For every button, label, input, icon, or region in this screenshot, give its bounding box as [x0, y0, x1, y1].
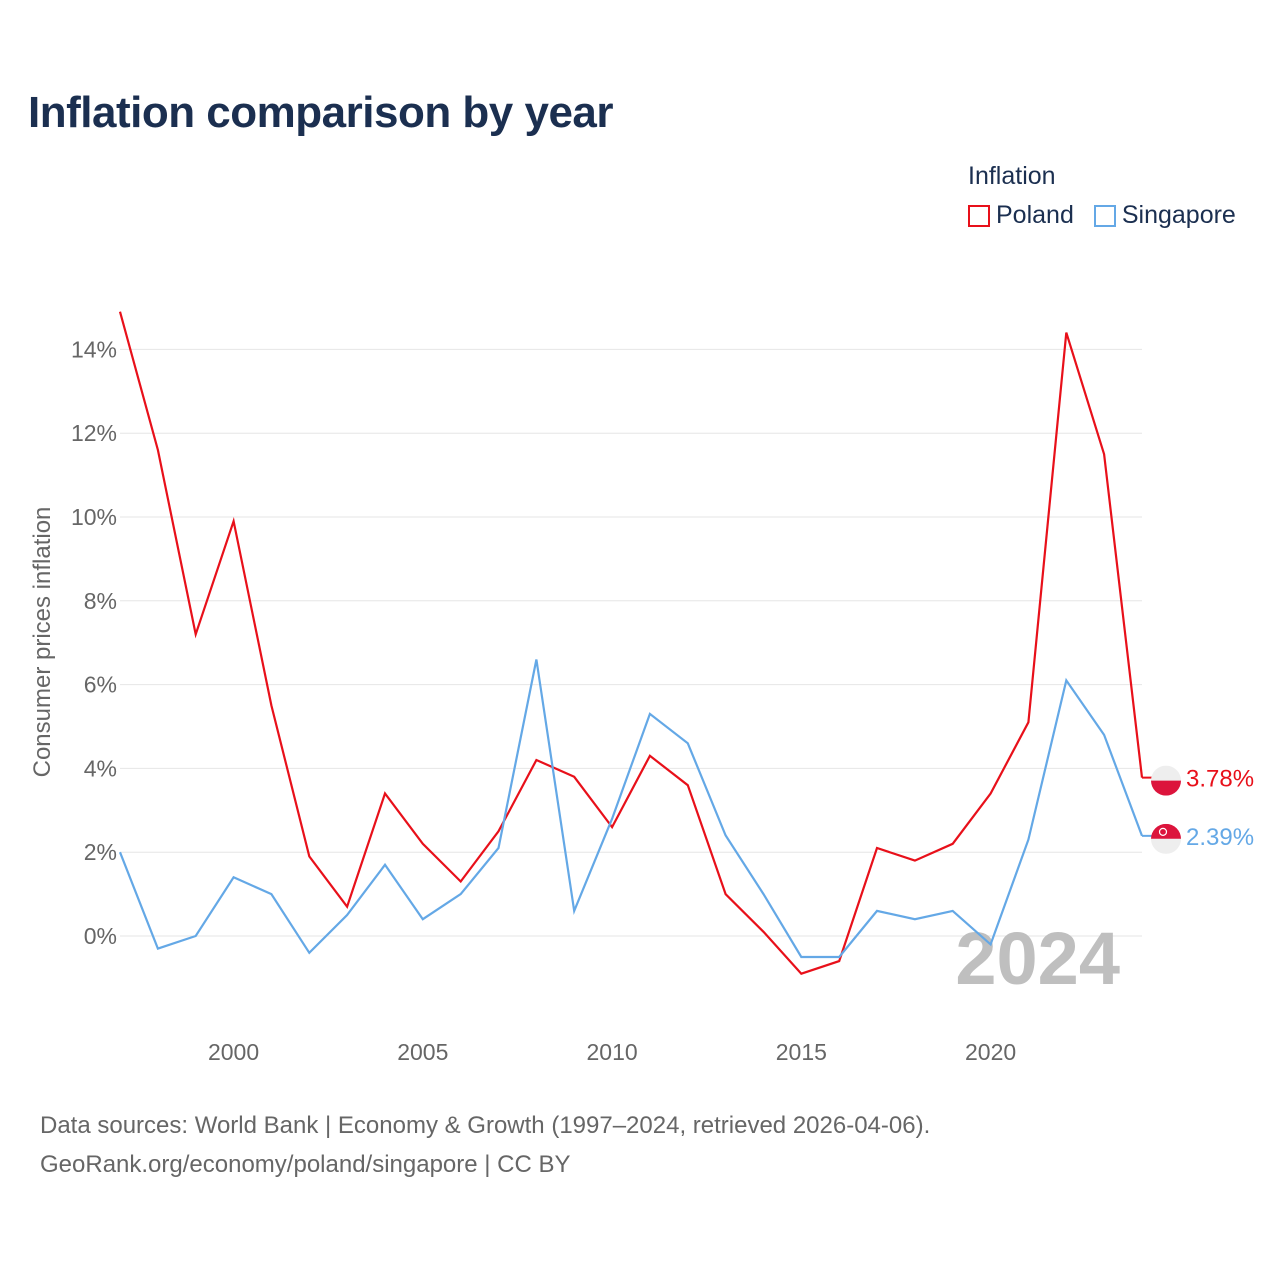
x-tick-label: 2020: [965, 1039, 1016, 1065]
poland-flag-red: [1151, 780, 1181, 796]
legend-swatch-singapore: [1093, 204, 1116, 227]
y-tick-label: 2%: [84, 839, 117, 865]
y-tick-label: 4%: [84, 755, 117, 781]
legend-item-poland[interactable]: Poland: [968, 201, 1074, 230]
y-tick-label: 12%: [71, 420, 117, 446]
source-line-2[interactable]: GeoRank.org/economy/poland/singapore | C…: [40, 1151, 571, 1178]
x-tick-label: 2015: [776, 1039, 827, 1065]
legend-title: Inflation: [968, 162, 1056, 190]
end-label-poland: 3.78%: [1186, 766, 1254, 793]
chart-title: Inflation comparison by year: [28, 88, 614, 137]
x-tick-label: 2010: [586, 1039, 637, 1065]
poland-flag-icon: [1151, 765, 1181, 796]
singapore-flag-white: [1151, 838, 1181, 854]
legend-label-singapore: Singapore: [1121, 201, 1236, 229]
legend-item-singapore[interactable]: Singapore: [1093, 201, 1236, 230]
year-watermark: 2024: [955, 917, 1120, 1000]
y-tick-label: 8%: [84, 588, 117, 614]
y-axis-label: Consumer prices inflation: [29, 507, 56, 778]
legend: Inflation Poland Singapore: [968, 162, 1236, 230]
y-tick-label: 6%: [84, 672, 117, 698]
singapore-flag-icon: [1151, 823, 1181, 854]
source-note: Data sources: World Bank | Economy & Gro…: [40, 1106, 930, 1184]
line-chart: 0% 2% 4% 6% 8% 10% 12% 14% 2000 2005 2010 2015 2020 C…: [29, 311, 1254, 1065]
x-tick-label: 2005: [397, 1039, 448, 1065]
y-tick-label: 0%: [84, 923, 117, 949]
legend-label-poland: Poland: [996, 201, 1074, 229]
x-tick-label: 2000: [208, 1039, 259, 1065]
poland-flag-white: [1151, 765, 1181, 781]
singapore-flag-crescent: [1158, 827, 1168, 836]
series-line-singapore: [118, 659, 1144, 959]
y-tick-label: 10%: [71, 504, 117, 530]
source-line-1: Data sources: World Bank | Economy & Gro…: [40, 1112, 931, 1139]
legend-swatch-poland: [968, 204, 990, 227]
series-line-poland: [118, 311, 1144, 975]
end-label-singapore: 2.39%: [1186, 824, 1254, 851]
y-tick-label: 14%: [71, 336, 117, 362]
